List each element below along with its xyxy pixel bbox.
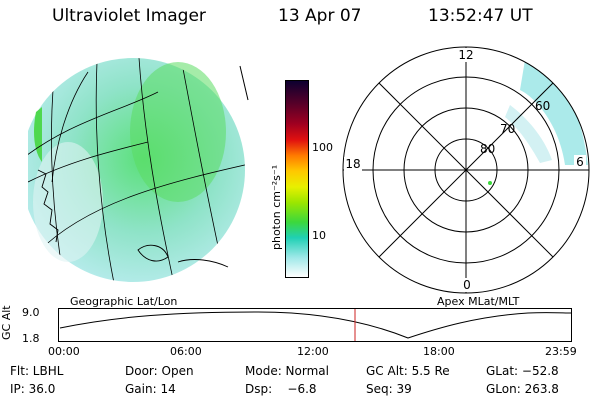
filter-status: Flt: LBHL (10, 364, 64, 378)
time-tick-1800: 18:00 (423, 345, 455, 358)
time-tick-1200: 12:00 (297, 345, 329, 358)
instrument-title: Ultraviolet Imager (52, 6, 206, 26)
polar-mlat-mlt-plot: 12 0 18 6 80 70 60 (342, 46, 590, 294)
colorbar (285, 80, 309, 278)
uv-earth-disk (28, 58, 245, 282)
date-label: 13 Apr 07 (278, 6, 362, 26)
apex-label: Apex MLat/MLT (437, 295, 520, 308)
mlt-18-label: 18 (345, 157, 360, 171)
mlt-6-label: 6 (576, 155, 584, 169)
dsp-status: Dsp: −6.8 (245, 382, 317, 396)
glat-status: GLat: −52.8 (486, 364, 559, 378)
uv-limb-glow (34, 107, 42, 162)
uv-image-geographic (28, 58, 249, 282)
altitude-curve (59, 311, 572, 339)
gc-alt-status: GC Alt: 5.5 Re (366, 364, 450, 378)
colorbar-tick-10: 10 (312, 229, 326, 242)
time-tick-0000: 00:00 (48, 345, 80, 358)
polar-grid (342, 46, 590, 294)
colorbar-unit-label: photon cm⁻²s⁻¹ (270, 164, 283, 250)
coastlines (37, 169, 229, 268)
mlat-80-label: 80 (480, 142, 495, 156)
mlt-0-label: 0 (463, 278, 471, 292)
door-status: Door: Open (125, 364, 194, 378)
colorbar-tick-100: 100 (312, 141, 333, 154)
alt-tick-1.8: 1.8 (22, 332, 40, 345)
ip-status: IP: 36.0 (10, 382, 56, 396)
alt-axis-label: GC Alt (0, 305, 13, 340)
time-tick-2359: 23:59 (545, 345, 577, 358)
gain-status: Gain: 14 (125, 382, 176, 396)
alt-tick-9: 9.0 (22, 306, 40, 319)
geographic-label: Geographic Lat/Lon (70, 295, 178, 308)
glon-status: GLon: 263.8 (486, 382, 559, 396)
mlat-70-label: 70 (500, 122, 515, 136)
time-label: 13:52:47 UT (428, 6, 533, 26)
altitude-plot (58, 308, 572, 342)
time-tick-0600: 06:00 (170, 345, 202, 358)
mode-status: Mode: Normal (245, 364, 329, 378)
mlt-12-label: 12 (458, 48, 473, 62)
mlat-60-label: 60 (535, 99, 550, 113)
seq-status: Seq: 39 (366, 382, 412, 396)
